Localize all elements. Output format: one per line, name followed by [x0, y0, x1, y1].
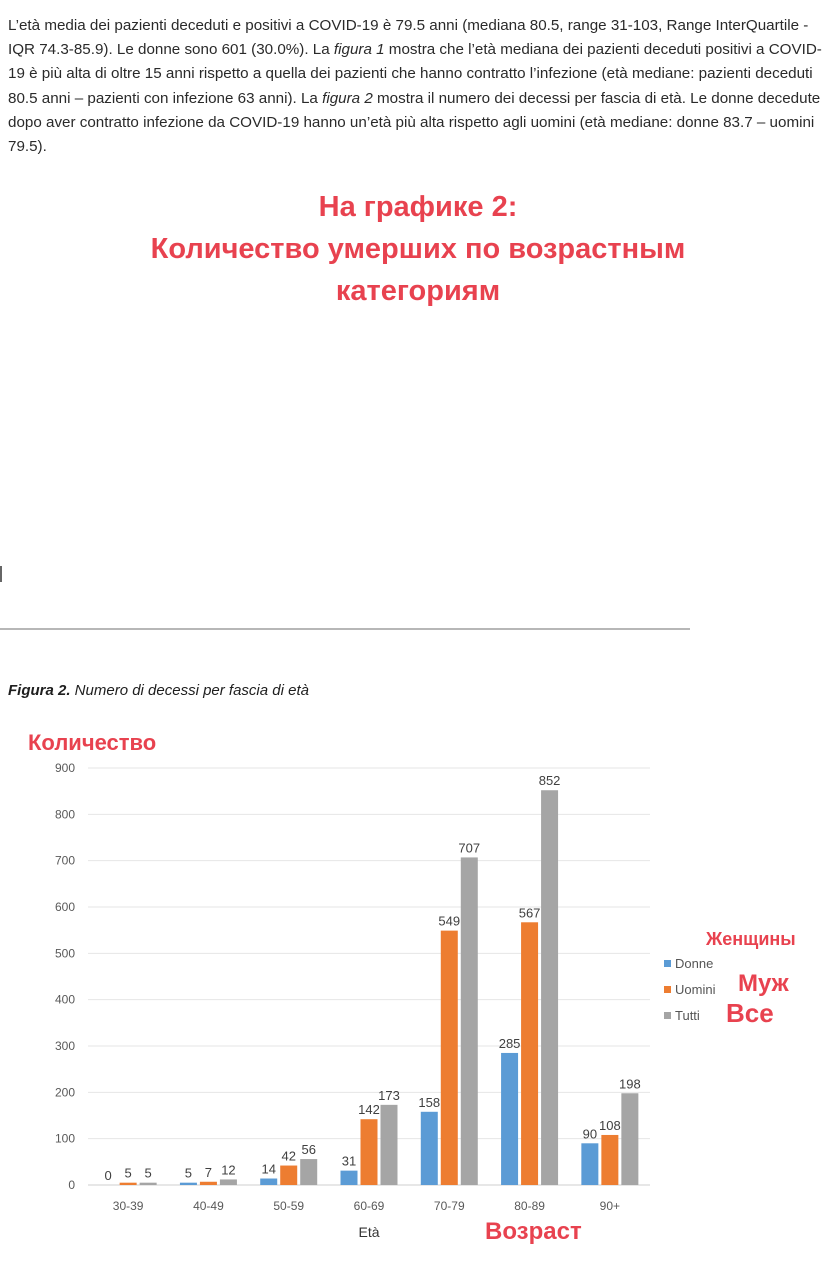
- data-label-uomini-50-59: 42: [281, 1149, 295, 1164]
- data-label-tutti-30-39: 5: [145, 1166, 152, 1181]
- data-label-donne-90+: 90: [583, 1126, 597, 1141]
- x-tick-label-70-79: 70-79: [434, 1199, 465, 1213]
- bar-donne-60-69: [340, 1170, 358, 1185]
- chart-legend: Donne Uomini Tutti: [664, 950, 715, 1028]
- y-tick-label-100: 100: [55, 1132, 75, 1146]
- y-tick-label-600: 600: [55, 900, 75, 914]
- data-label-donne-50-59: 14: [261, 1162, 275, 1177]
- page-edge-mark: [0, 566, 2, 582]
- y-tick-label-800: 800: [55, 807, 75, 821]
- russian-overlay-title: На графике 2: Количество умерших по возр…: [0, 186, 836, 312]
- legend-men-russian-label: Муж: [738, 970, 789, 997]
- bar-tutti-70-79: [460, 857, 478, 1185]
- data-label-uomini-80-89: 567: [519, 905, 541, 920]
- intro-paragraph: L’età media dei pazienti deceduti e posi…: [8, 14, 830, 159]
- legend-women-russian-label: Женщины: [706, 929, 796, 949]
- x-tick-label-90+: 90+: [600, 1199, 620, 1213]
- bar-tutti-60-69: [380, 1104, 398, 1185]
- bar-donne-40-49: [179, 1182, 197, 1185]
- bar-tutti-40-49: [219, 1179, 237, 1185]
- bar-uomini-50-59: [280, 1165, 298, 1185]
- legend-label-uomini: Uomini: [675, 981, 716, 997]
- russian-title-line-2: Количество умерших по возрастным: [150, 233, 686, 265]
- data-label-donne-30-39: 0: [105, 1168, 112, 1183]
- x-axis-title: Età: [358, 1224, 379, 1240]
- bar-tutti-80-89: [541, 790, 559, 1185]
- bar-uomini-60-69: [360, 1119, 378, 1185]
- legend-swatch-tutti: [664, 1011, 671, 1019]
- y-tick-label-900: 900: [55, 761, 75, 775]
- legend-item-tutti: Tutti: [664, 1002, 715, 1028]
- bar-donne-80-89: [501, 1052, 519, 1185]
- paragraph-text-1: L’età media dei pazienti deceduti e posi…: [8, 17, 809, 59]
- data-label-donne-40-49: 5: [185, 1166, 192, 1181]
- figure-2-reference: figura 2: [322, 89, 373, 107]
- bar-donne-90+: [581, 1143, 599, 1185]
- data-label-uomini-30-39: 5: [125, 1166, 132, 1181]
- legend-all-russian-label: Все: [726, 998, 774, 1028]
- paragraph-text-2: mostra che l’età mediana dei pazienti de…: [8, 41, 822, 107]
- data-label-tutti-40-49: 12: [221, 1162, 235, 1177]
- y-tick-label-700: 700: [55, 854, 75, 868]
- legend-item-donne: Donne: [664, 950, 715, 976]
- bar-uomini-90+: [601, 1134, 619, 1185]
- legend-label-tutti: Tutti: [675, 1007, 700, 1023]
- data-label-donne-60-69: 31: [342, 1154, 356, 1169]
- data-label-tutti-90+: 198: [619, 1076, 641, 1091]
- legend-swatch-uomini: [664, 985, 671, 993]
- data-label-tutti-60-69: 173: [378, 1088, 400, 1103]
- data-label-tutti-70-79: 707: [458, 840, 480, 855]
- bar-uomini-40-49: [199, 1181, 217, 1185]
- paragraph-text-3: mostra il numero dei decessi per fascia …: [8, 89, 821, 156]
- russian-title-line-1: На графике 2:: [318, 191, 518, 223]
- bar-tutti-30-39: [139, 1182, 157, 1185]
- legend-swatch-donne: [664, 959, 671, 967]
- data-label-uomini-90+: 108: [599, 1118, 621, 1133]
- bar-tutti-50-59: [300, 1159, 318, 1185]
- bar-donne-70-79: [420, 1111, 438, 1185]
- bar-tutti-90+: [621, 1093, 639, 1185]
- x-tick-label-60-69: 60-69: [354, 1199, 385, 1213]
- x-tick-label-50-59: 50-59: [273, 1199, 304, 1213]
- figure-caption-label: Figura 2.: [8, 682, 71, 699]
- data-label-tutti-80-89: 852: [539, 773, 561, 788]
- x-tick-label-30-39: 30-39: [113, 1199, 144, 1213]
- bar-donne-50-59: [260, 1178, 278, 1185]
- y-tick-label-400: 400: [55, 993, 75, 1007]
- x-tick-label-80-89: 80-89: [514, 1199, 545, 1213]
- page-divider: [0, 628, 690, 630]
- y-tick-label-300: 300: [55, 1039, 75, 1053]
- data-label-donne-70-79: 158: [418, 1095, 440, 1110]
- bar-uomini-80-89: [521, 922, 539, 1185]
- legend-item-uomini: Uomini: [664, 976, 715, 1002]
- russian-title-line-3: категориям: [335, 275, 501, 307]
- figure-1-reference: figura 1: [333, 41, 385, 59]
- data-label-uomini-60-69: 142: [358, 1102, 380, 1117]
- bar-uomini-70-79: [440, 930, 458, 1185]
- x-tick-label-40-49: 40-49: [193, 1199, 224, 1213]
- figure-caption-text: Numero di decessi per fascia di età: [70, 682, 309, 699]
- figure-caption: Figura 2. Numero di decessi per fascia d…: [8, 682, 309, 699]
- data-label-uomini-40-49: 7: [205, 1165, 212, 1180]
- y-tick-label-200: 200: [55, 1085, 75, 1099]
- y-tick-label-500: 500: [55, 946, 75, 960]
- data-label-tutti-50-59: 56: [301, 1142, 315, 1157]
- legend-label-donne: Donne: [675, 955, 714, 971]
- bar-uomini-30-39: [119, 1182, 137, 1185]
- data-label-uomini-70-79: 549: [438, 914, 460, 929]
- data-label-donne-80-89: 285: [499, 1036, 521, 1051]
- y-axis-russian-label: Количество: [28, 730, 157, 755]
- x-axis-russian-label: Возраст: [485, 1218, 582, 1245]
- y-tick-label-0: 0: [68, 1178, 75, 1192]
